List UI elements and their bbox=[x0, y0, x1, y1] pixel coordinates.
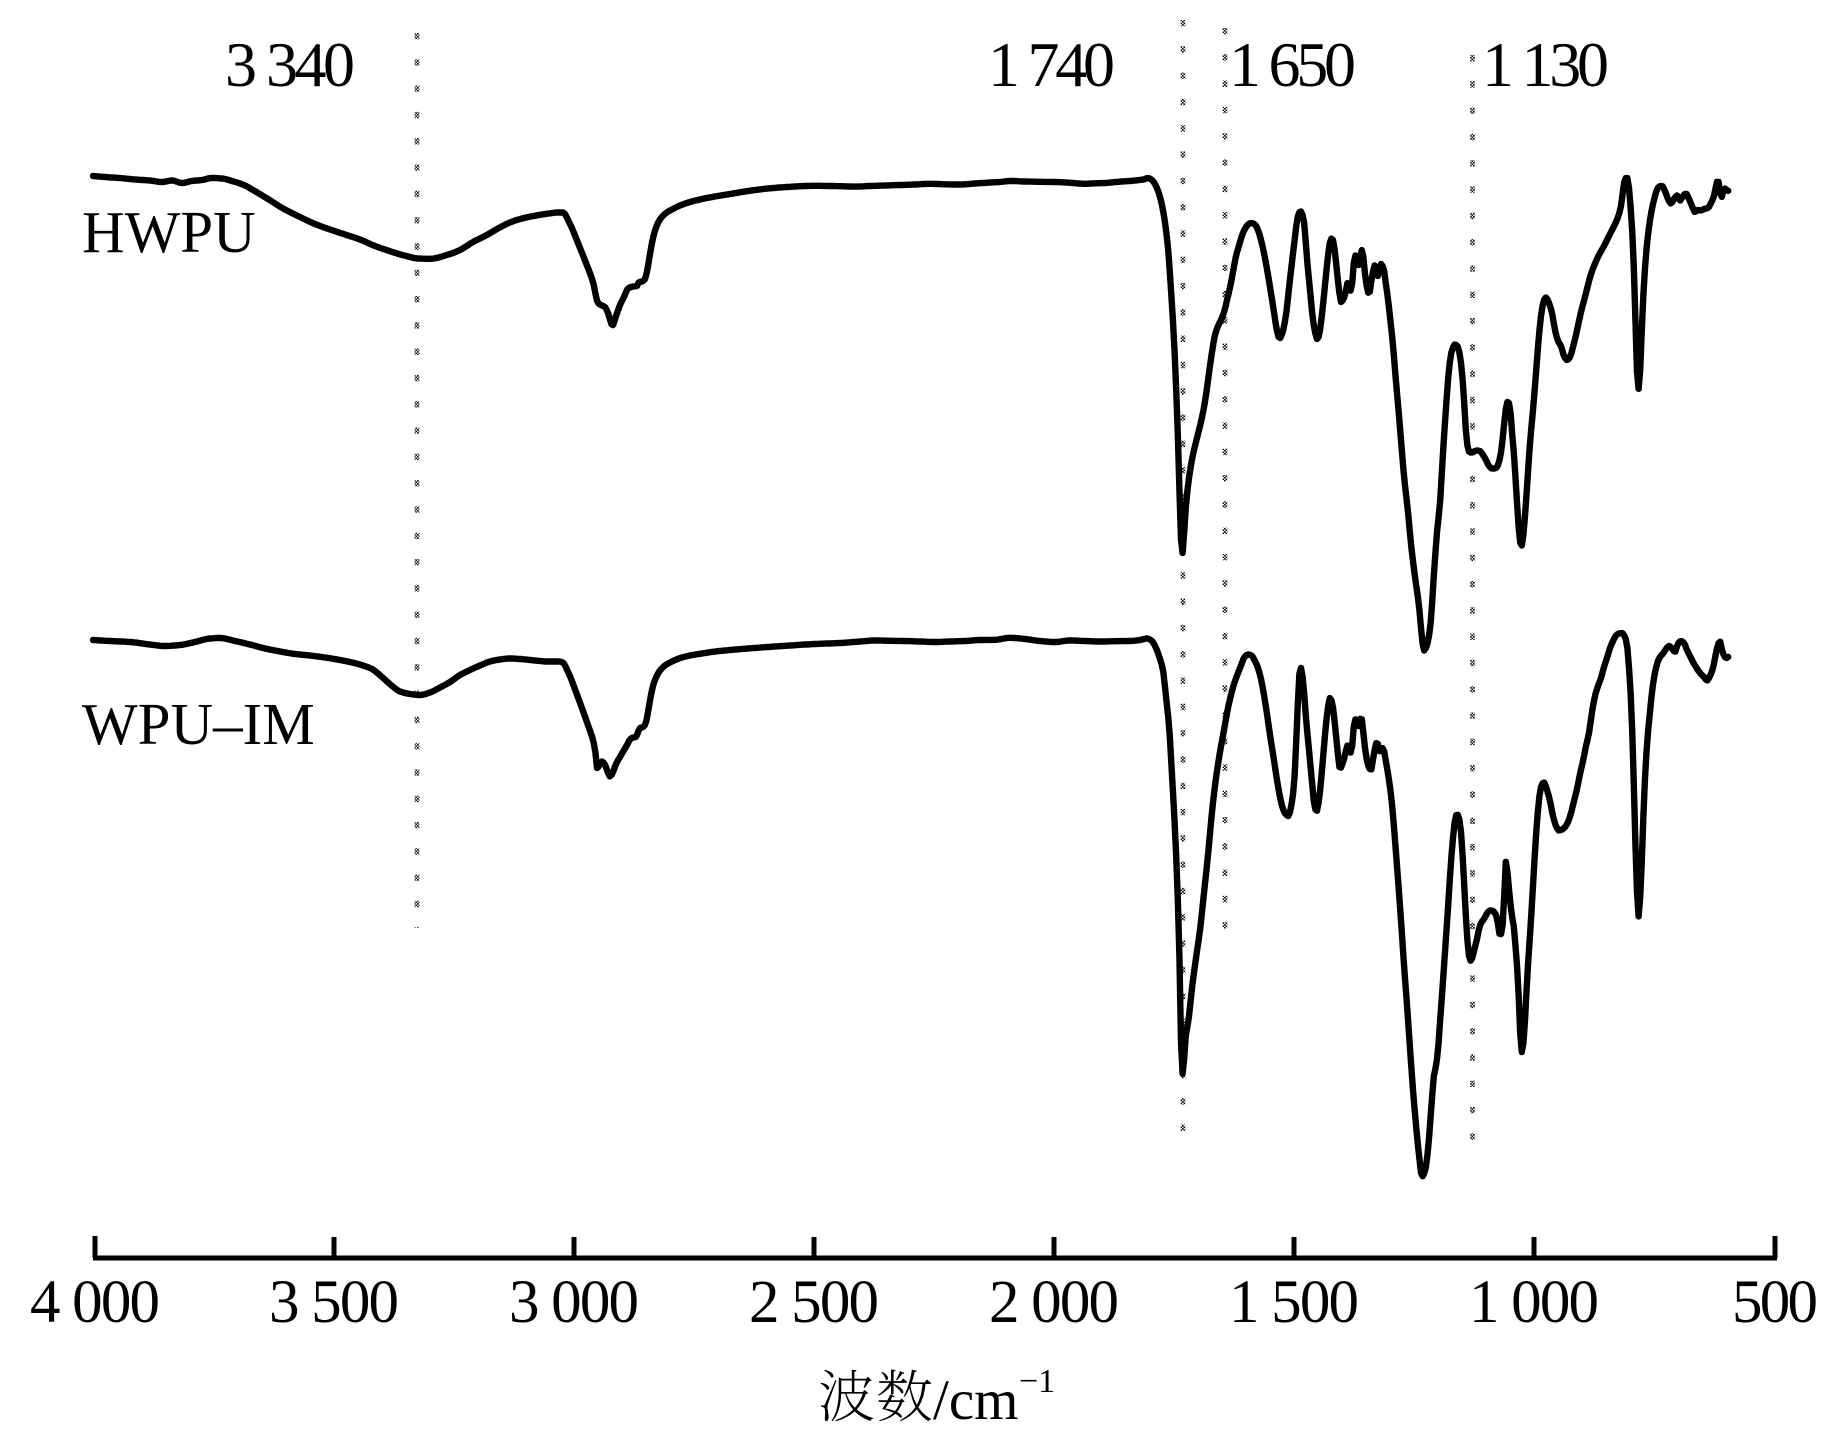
svg-text:/cm: /cm bbox=[933, 1369, 1018, 1432]
svg-text:1 740: 1 740 bbox=[988, 29, 1115, 100]
svg-text:HWPU: HWPU bbox=[82, 199, 256, 265]
svg-text:3 340: 3 340 bbox=[225, 29, 355, 100]
svg-text:1 500: 1 500 bbox=[1229, 1269, 1359, 1336]
svg-text:4 000: 4 000 bbox=[30, 1269, 160, 1336]
svg-text:−1: −1 bbox=[1019, 1363, 1055, 1400]
svg-text:3 500: 3 500 bbox=[269, 1269, 399, 1336]
svg-text:1 650: 1 650 bbox=[1229, 29, 1356, 100]
svg-text:3 000: 3 000 bbox=[509, 1269, 639, 1336]
svg-text:1 000: 1 000 bbox=[1469, 1269, 1599, 1336]
svg-text:500: 500 bbox=[1732, 1269, 1818, 1336]
svg-text:2 500: 2 500 bbox=[749, 1269, 879, 1336]
svg-text:2 000: 2 000 bbox=[989, 1269, 1119, 1336]
svg-text:WPU–IM: WPU–IM bbox=[82, 691, 315, 757]
svg-text:1 130: 1 130 bbox=[1482, 29, 1609, 100]
